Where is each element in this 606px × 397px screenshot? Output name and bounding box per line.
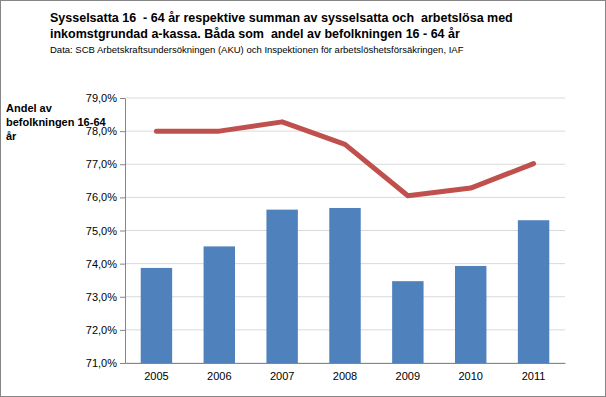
y-tick-mark bbox=[120, 197, 125, 198]
bar bbox=[329, 208, 360, 363]
y-tick-mark bbox=[120, 330, 125, 331]
y-tick: 75,0% bbox=[86, 225, 125, 237]
x-tick: 2010 bbox=[458, 363, 482, 382]
title: Sysselsatta 16 - 64 år respektive summan… bbox=[50, 11, 513, 41]
bar bbox=[392, 281, 423, 363]
bar bbox=[455, 266, 486, 363]
y-tick: 79,0% bbox=[86, 92, 125, 104]
x-tick-label: 2005 bbox=[144, 370, 168, 382]
y-axis-line bbox=[125, 99, 126, 364]
y-tick-label: 71,0% bbox=[86, 357, 117, 369]
grid bbox=[125, 98, 565, 363]
x-tick-label: 2008 bbox=[333, 370, 357, 382]
y-tick-mark bbox=[120, 264, 125, 265]
y-tick-label: 75,0% bbox=[86, 225, 117, 237]
y-tick-label: 76,0% bbox=[86, 191, 117, 203]
x-tick: 2009 bbox=[396, 363, 420, 382]
x-tick: 2011 bbox=[522, 363, 546, 382]
chart: Sysselsatta 16 - 64 år respektive summan… bbox=[0, 0, 606, 397]
bar bbox=[266, 210, 297, 363]
y-tick-mark bbox=[120, 164, 125, 165]
y-tick: 76,0% bbox=[86, 191, 125, 203]
y-tick: 72,0% bbox=[86, 324, 125, 336]
x-tick: 2005 bbox=[144, 363, 168, 382]
x-axis-line bbox=[126, 363, 566, 364]
x-tick: 2008 bbox=[333, 363, 357, 382]
grid-line bbox=[125, 164, 565, 165]
subtitle: Data: SCB Arbetskraftsundersökningen (AK… bbox=[50, 44, 464, 55]
bar-series bbox=[141, 208, 550, 363]
y-tick-label: 79,0% bbox=[86, 92, 117, 104]
line bbox=[156, 122, 533, 196]
y-tick: 77,0% bbox=[86, 158, 125, 170]
grid-line bbox=[125, 98, 565, 99]
y-tick: 78,0% bbox=[86, 125, 125, 137]
plot: 71,0% 72,0% 73,0% 74,0% 75,0% 76,0% 77,0% 78,0%… bbox=[86, 92, 566, 382]
x-axis: 2005 2006 2007 2008 2009 2010 2011 bbox=[126, 363, 566, 382]
bar bbox=[518, 220, 549, 363]
y-tick-mark bbox=[120, 297, 125, 298]
x-tick-label: 2010 bbox=[458, 370, 482, 382]
y-tick-label: 77,0% bbox=[86, 158, 117, 170]
y-tick-mark bbox=[120, 131, 125, 132]
y-tick-mark bbox=[120, 363, 125, 364]
y-axis: 71,0% 72,0% 73,0% 74,0% 75,0% 76,0% 77,0% 78,0%… bbox=[86, 92, 126, 369]
x-tick-label: 2006 bbox=[207, 370, 231, 382]
bar bbox=[204, 246, 235, 363]
y-tick-label: 73,0% bbox=[86, 291, 117, 303]
y-tick-mark bbox=[120, 98, 125, 99]
y-tick: 73,0% bbox=[86, 291, 125, 303]
bar bbox=[141, 268, 172, 363]
chart-border bbox=[1, 1, 606, 397]
x-tick: 2006 bbox=[207, 363, 231, 382]
x-tick-label: 2007 bbox=[270, 370, 294, 382]
y-tick-label: 78,0% bbox=[86, 125, 117, 137]
marks bbox=[141, 122, 550, 363]
y-tick: 74,0% bbox=[86, 258, 125, 270]
x-tick: 2007 bbox=[270, 363, 294, 382]
y-tick-label: 74,0% bbox=[86, 258, 117, 270]
y-tick-mark bbox=[120, 231, 125, 232]
x-tick-label: 2011 bbox=[522, 370, 546, 382]
grid-line bbox=[125, 197, 565, 198]
y-tick: 71,0% bbox=[86, 357, 125, 369]
x-tick-label: 2009 bbox=[396, 370, 420, 382]
y-tick-label: 72,0% bbox=[86, 324, 117, 336]
